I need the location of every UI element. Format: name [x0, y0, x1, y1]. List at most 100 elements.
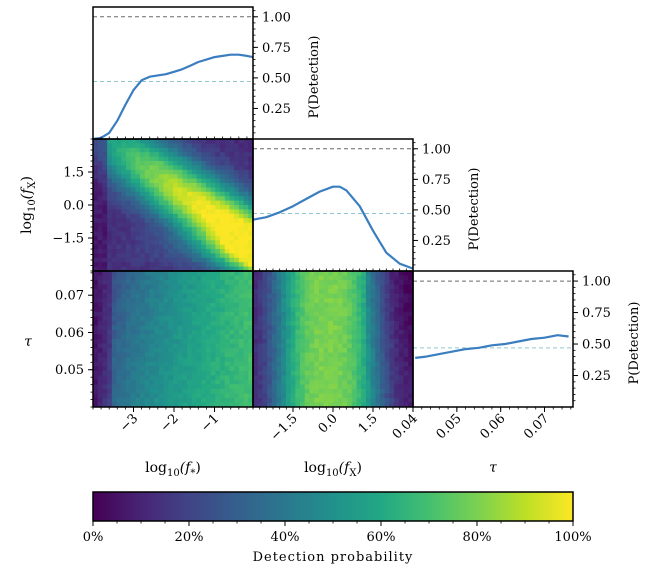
heatmap-cell: [163, 320, 169, 326]
heatmap-cell: [229, 240, 235, 245]
heatmap-cell: [121, 161, 127, 166]
heatmap-cell: [125, 329, 132, 335]
heatmap-cell: [394, 316, 400, 322]
heatmap-cell: [135, 379, 141, 385]
heatmap-cell: [93, 329, 99, 335]
heatmap-cell: [111, 222, 117, 228]
heatmap-cell: [220, 402, 226, 408]
heatmap-cell: [408, 339, 414, 344]
heatmap-cell: [111, 307, 117, 313]
heatmap-cell: [163, 361, 169, 367]
heatmap-cell: [205, 218, 212, 223]
heatmap-cell: [285, 320, 292, 326]
y-axis-label-pdetection: P(Detection): [467, 168, 482, 251]
heatmap-cell: [215, 379, 221, 385]
heatmap-cell: [97, 249, 103, 254]
heatmap-cell: [337, 320, 343, 326]
heatmap-cell: [135, 316, 141, 322]
heatmap-cell: [149, 370, 155, 376]
bottom-x-tick-label: 0.0: [316, 411, 341, 436]
heatmap-cell: [201, 325, 207, 331]
heatmap-cell: [384, 280, 390, 285]
heatmap-cell: [201, 253, 207, 259]
heatmap-cell: [93, 222, 99, 228]
heatmap-cell: [238, 165, 244, 171]
heatmap-cell: [102, 231, 108, 237]
heatmap-cell: [229, 205, 235, 210]
heatmap-cell: [121, 205, 127, 210]
heatmap-cell: [262, 284, 268, 290]
heatmap-cell: [384, 370, 390, 376]
heatmap-cell: [300, 289, 306, 295]
heatmap-cell: [154, 339, 160, 344]
heatmap-cell: [187, 156, 193, 162]
heatmap-cell: [130, 334, 136, 340]
heatmap-cell: [168, 143, 174, 149]
heatmap-cell: [163, 284, 169, 290]
heatmap-cell: [248, 235, 254, 241]
heatmap-cell: [224, 165, 230, 171]
heatmap-cell: [220, 161, 226, 166]
heatmap-cell: [271, 298, 277, 304]
heatmap-cell: [191, 218, 197, 223]
heatmap-cell: [116, 209, 122, 215]
heatmap-cell: [182, 357, 188, 363]
heatmap-cell: [93, 139, 99, 144]
heatmap-cell: [304, 293, 310, 299]
heatmap-cell: [201, 262, 207, 267]
heatmap-cell: [158, 235, 164, 241]
heatmap-cell: [149, 183, 155, 188]
heatmap-cell: [187, 139, 193, 144]
heatmap-cell: [408, 393, 414, 399]
heatmap-cell: [318, 284, 324, 290]
heatmap-cell: [253, 334, 259, 340]
heatmap-cell: [234, 196, 240, 201]
heatmap-cell: [154, 235, 160, 241]
heatmap-cell: [97, 244, 103, 250]
heatmap-cell: [314, 311, 320, 317]
heatmap-cell: [285, 293, 292, 299]
heatmap-cell: [125, 311, 132, 317]
heatmap-cell: [158, 384, 164, 390]
heatmap-cell: [370, 275, 376, 281]
heatmap-cell: [201, 227, 207, 232]
heatmap-cell: [300, 307, 306, 313]
heatmap-cell: [154, 334, 160, 340]
heatmap-cell: [389, 388, 395, 394]
heatmap-cell: [365, 343, 372, 349]
heatmap-cell: [201, 311, 207, 317]
heatmap-cell: [158, 271, 164, 276]
heatmap-cell: [93, 262, 99, 267]
heatmap-cell: [281, 379, 287, 385]
heatmap-cell: [309, 271, 315, 276]
heatmap-cell: [318, 307, 324, 313]
heatmap-cell: [229, 339, 235, 344]
heatmap-cell: [271, 329, 277, 335]
heatmap-cell: [224, 218, 230, 223]
heatmap-cell: [158, 143, 164, 149]
heatmap-cell: [191, 161, 197, 166]
heatmap-cell: [262, 343, 268, 349]
heatmap-cell: [229, 325, 235, 331]
heatmap-cell: [215, 357, 221, 363]
heatmap-cell: [149, 174, 155, 179]
heatmap-cell: [314, 302, 320, 308]
heatmap-cell: [257, 316, 263, 322]
heatmap-cell: [361, 348, 367, 353]
heatmap-cell: [177, 165, 183, 171]
heatmap-cell: [215, 298, 221, 304]
heatmap-cell: [333, 393, 339, 399]
heatmap-cell: [342, 293, 348, 299]
heatmap-cell: [238, 334, 244, 340]
heatmap-cell: [309, 329, 315, 335]
heatmap-cell: [97, 257, 103, 263]
heatmap-cell: [191, 293, 197, 299]
heatmap-cell: [384, 343, 390, 349]
joint-heatmaps: [93, 139, 414, 408]
heatmap-cell: [111, 262, 117, 267]
heatmap-cell: [210, 191, 216, 197]
heatmap-cell: [121, 284, 127, 290]
heatmap-cell: [121, 169, 127, 175]
heatmap-cell: [187, 302, 193, 308]
heatmap-cell: [333, 293, 339, 299]
